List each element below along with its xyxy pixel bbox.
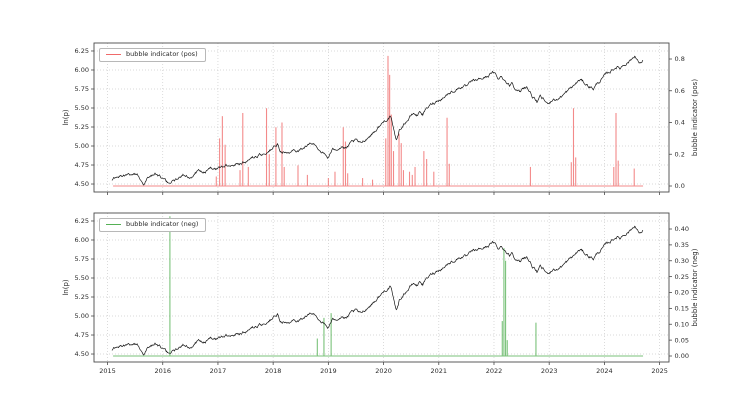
x-tick-label: 2021 bbox=[431, 367, 448, 375]
y-tick-label-left: 5.25 bbox=[75, 123, 89, 131]
indicator-series bbox=[113, 216, 644, 357]
y-tick-label-left: 5.00 bbox=[75, 142, 89, 150]
x-tick-label: 2016 bbox=[154, 367, 171, 375]
x-tick-label: 2019 bbox=[320, 367, 337, 375]
y-tick-label-right: 0.15 bbox=[675, 305, 689, 313]
x-tick-label: 2017 bbox=[210, 367, 227, 375]
price-line bbox=[111, 55, 644, 186]
y-tick-label-left: 4.50 bbox=[75, 180, 89, 188]
y-tick-label-right: 0.8 bbox=[675, 55, 685, 63]
y-tick-label-left: 6.00 bbox=[75, 66, 89, 74]
x-tick-label: 2020 bbox=[375, 367, 392, 375]
y-tick-label-left: 5.50 bbox=[75, 104, 89, 112]
y-tick-label-right: 0.4 bbox=[675, 119, 685, 127]
y-tick-label-left: 6.25 bbox=[75, 217, 89, 225]
plot-background bbox=[94, 43, 669, 192]
legend-line-swatch-pos bbox=[106, 53, 121, 55]
y-tick-label-right: 0.25 bbox=[675, 273, 689, 281]
y-tick-label-left: 5.75 bbox=[75, 85, 89, 93]
y-tick-label-left: 4.75 bbox=[75, 331, 89, 339]
legend-label-neg: bubble indicator (neg) bbox=[126, 220, 199, 228]
legend-neg: bubble indicator (neg) bbox=[99, 218, 207, 232]
indicator-series bbox=[113, 55, 644, 187]
x-tick-label: 2018 bbox=[265, 367, 282, 375]
y-tick-label-right: 0.35 bbox=[675, 241, 689, 249]
y-tick-label-right: 0.0 bbox=[675, 182, 685, 190]
left-axis-label-top: ln(p) bbox=[62, 109, 70, 126]
legend-line-swatch-neg bbox=[106, 223, 121, 225]
y-tick-label-right: 0.40 bbox=[675, 225, 689, 233]
y-tick-label-right: 0.6 bbox=[675, 87, 685, 95]
y-tick-label-right: 0.30 bbox=[675, 257, 689, 265]
right-axis-label-bottom: bubble indicator (neg) bbox=[691, 248, 699, 326]
y-tick-label-right: 0.00 bbox=[675, 352, 689, 360]
y-tick-label-right: 0.05 bbox=[675, 336, 689, 344]
y-tick-label-right: 0.2 bbox=[675, 150, 685, 158]
x-tick-label: 2024 bbox=[596, 367, 613, 375]
y-tick-label-left: 6.00 bbox=[75, 236, 89, 244]
panel-pos: 4.50 4.75 5.00 5.25 5.50 5.75 6.00 6.25 0.0 0.2 0.… bbox=[75, 42, 685, 195]
x-tick-label: 2025 bbox=[651, 367, 668, 375]
plot-background bbox=[94, 213, 669, 362]
x-tick-label: 2015 bbox=[99, 367, 116, 375]
y-tick-label-left: 6.25 bbox=[75, 47, 89, 55]
x-tick-label: 2023 bbox=[541, 367, 558, 375]
y-tick-label-left: 4.75 bbox=[75, 161, 89, 169]
y-tick-label-left: 5.00 bbox=[75, 312, 89, 320]
legend-pos: bubble indicator (pos) bbox=[99, 48, 206, 62]
y-tick-label-left: 5.25 bbox=[75, 293, 89, 301]
axes-spines bbox=[93, 212, 670, 363]
panel-neg: 2015 2016 2017 2018 2019 2020 2021 2022 2023 2024… bbox=[75, 212, 689, 375]
x-tick-label: 2022 bbox=[486, 367, 503, 375]
legend-label-pos: bubble indicator (pos) bbox=[126, 50, 198, 58]
axes-spines bbox=[93, 42, 670, 193]
y-tick-label-right: 0.20 bbox=[675, 289, 689, 297]
left-axis-label-bottom: ln(p) bbox=[62, 279, 70, 296]
right-axis-label-top: bubble indicator (pos) bbox=[691, 79, 699, 156]
y-tick-label-left: 5.50 bbox=[75, 274, 89, 282]
y-tick-label-right: 0.10 bbox=[675, 320, 689, 328]
y-tick-label-left: 4.50 bbox=[75, 350, 89, 358]
price-line bbox=[111, 225, 644, 356]
y-tick-label-left: 5.75 bbox=[75, 255, 89, 263]
